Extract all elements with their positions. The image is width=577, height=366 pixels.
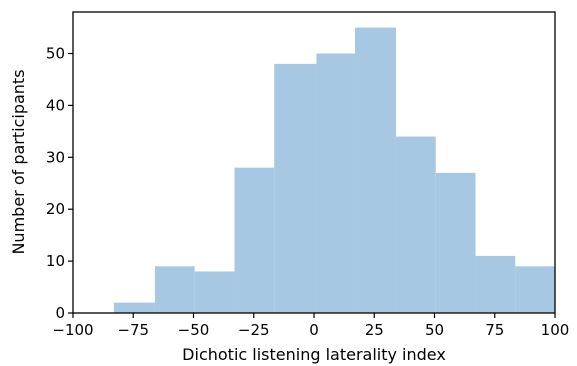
y-tick-label: 50 bbox=[46, 45, 65, 63]
x-tick-label: −25 bbox=[238, 321, 270, 339]
histogram-bar-8 bbox=[435, 172, 476, 313]
histogram-bar-3 bbox=[234, 167, 275, 313]
x-tick-label: 25 bbox=[365, 321, 384, 339]
histogram-bar-6 bbox=[354, 27, 396, 313]
histogram-bar-1 bbox=[154, 266, 195, 313]
histogram-bar-9 bbox=[475, 255, 516, 313]
y-axis-label: Number of participants bbox=[9, 69, 28, 254]
x-tick-label: −50 bbox=[178, 321, 210, 339]
y-tick-label: 30 bbox=[46, 148, 65, 166]
histogram-bar-10 bbox=[515, 266, 555, 313]
histogram-bar-0 bbox=[113, 302, 155, 313]
histogram-bars bbox=[113, 27, 555, 314]
y-tick-label: 20 bbox=[46, 200, 65, 218]
y-tick-label: 40 bbox=[46, 96, 65, 114]
x-tick-label: −100 bbox=[52, 321, 93, 339]
y-tick-label: 10 bbox=[46, 252, 65, 270]
x-tick-label: 50 bbox=[425, 321, 444, 339]
histogram-bar-4 bbox=[274, 63, 317, 314]
x-tick-label: 0 bbox=[309, 321, 319, 339]
x-tick-label: 75 bbox=[485, 321, 504, 339]
x-axis: −100 −75 −50 −25 0 25 50 75 100 bbox=[52, 313, 569, 339]
histogram-bar-5 bbox=[316, 53, 355, 313]
x-tick-label: 100 bbox=[541, 321, 570, 339]
histogram-bar-2 bbox=[194, 271, 235, 313]
y-tick-label: 0 bbox=[55, 304, 65, 322]
x-axis-label: Dichotic listening laterality index bbox=[182, 345, 446, 364]
histogram-bar-7 bbox=[395, 136, 436, 313]
y-axis: 0 10 20 30 40 50 bbox=[46, 45, 73, 322]
x-tick-label: −75 bbox=[117, 321, 149, 339]
